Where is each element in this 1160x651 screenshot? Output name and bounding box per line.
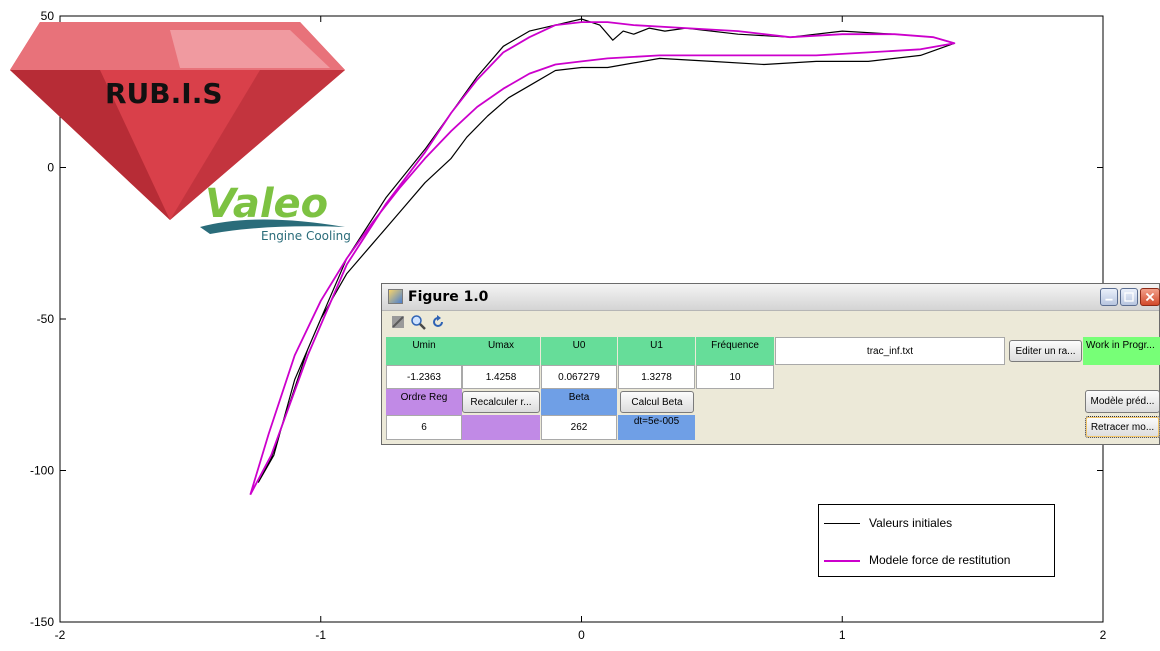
ruby-gem-facet-right — [170, 70, 345, 220]
zoom-icon[interactable] — [410, 314, 426, 330]
y-tick-label: 0 — [47, 161, 54, 175]
beta-header: Beta — [541, 389, 617, 415]
rubis-logo: RUB.I.S — [10, 22, 345, 220]
u0-value[interactable]: 0.067279 — [541, 365, 617, 389]
ruby-gem-facet-dark — [10, 70, 170, 220]
recalculer-button[interactable]: Recalculer r... — [462, 391, 540, 413]
valeo-logo: Valeo Engine Cooling — [200, 181, 351, 243]
y-tick-label: 50 — [41, 9, 55, 23]
figure-toolbar — [382, 311, 1159, 333]
edit-plot-icon[interactable] — [390, 314, 406, 330]
status-indicator: Work in Progr... — [1083, 337, 1160, 365]
valeo-subtitle: Engine Cooling — [261, 229, 351, 243]
legend-label-2: Modele force de restitution — [869, 553, 1011, 567]
umax-value[interactable]: 1.4258 — [462, 365, 540, 389]
frequence-header: Fréquence — [696, 337, 774, 365]
legend-label-1: Valeurs initiales — [869, 516, 953, 530]
u1-value[interactable]: 1.3278 — [618, 365, 695, 389]
edit-file-button[interactable]: Editer un ra... — [1009, 340, 1082, 362]
retracer-button[interactable]: Retracer mo... — [1085, 416, 1160, 438]
ordre-reg-value[interactable]: 6 — [386, 415, 462, 440]
legend-swatch-1 — [824, 523, 860, 524]
valeo-swoosh — [200, 219, 345, 234]
y-tick-label: -50 — [37, 312, 55, 326]
umax-header: Umax — [462, 337, 540, 365]
legend: Valeurs initiales Modele force de restit… — [818, 504, 1055, 577]
modele-pred-button[interactable]: Modèle préd... — [1085, 390, 1160, 413]
legend-swatch-2 — [824, 560, 860, 562]
umin-header: Umin — [386, 337, 462, 365]
y-tick-label: -150 — [30, 615, 54, 629]
x-tick-label: 0 — [578, 628, 585, 642]
umin-value[interactable]: -1.2363 — [386, 365, 462, 389]
close-button[interactable] — [1140, 288, 1160, 306]
figure-window: Figure 1.0 Umin Umax U0 U1 Fréquence tra… — [381, 283, 1160, 445]
x-tick-label: 1 — [839, 628, 846, 642]
calcul-beta-button[interactable]: Calcul Beta — [620, 391, 694, 413]
dt-value: dt=5e-005 — [618, 415, 695, 440]
x-tick-label: 2 — [1100, 628, 1107, 642]
ordre-reg-header: Ordre Reg — [386, 389, 462, 415]
ruby-gem-facet — [170, 30, 330, 68]
x-tick-label: -1 — [315, 628, 326, 642]
series-line-2 — [249, 21, 956, 496]
x-tick-label: -2 — [55, 628, 66, 642]
minimize-icon — [1105, 298, 1113, 301]
maximize-icon — [1124, 292, 1134, 302]
filename-field[interactable]: trac_inf.txt — [775, 337, 1005, 365]
valeo-logo-text: Valeo — [205, 181, 328, 227]
y-tick-label: -100 — [30, 464, 54, 478]
frequence-value[interactable]: 10 — [696, 365, 774, 389]
u1-header: U1 — [618, 337, 695, 365]
window-title: Figure 1.0 — [408, 289, 489, 305]
window-titlebar[interactable]: Figure 1.0 — [382, 284, 1160, 311]
rotate-icon[interactable] — [430, 314, 446, 330]
recalc-result-cell — [462, 415, 540, 440]
beta-value[interactable]: 262 — [541, 415, 617, 440]
minimize-button[interactable] — [1100, 288, 1118, 306]
maximize-button[interactable] — [1120, 288, 1138, 306]
java-app-icon — [388, 289, 403, 304]
u0-header: U0 — [541, 337, 617, 365]
close-icon — [1145, 292, 1155, 302]
rubis-logo-text: RUB.I.S — [105, 77, 223, 110]
